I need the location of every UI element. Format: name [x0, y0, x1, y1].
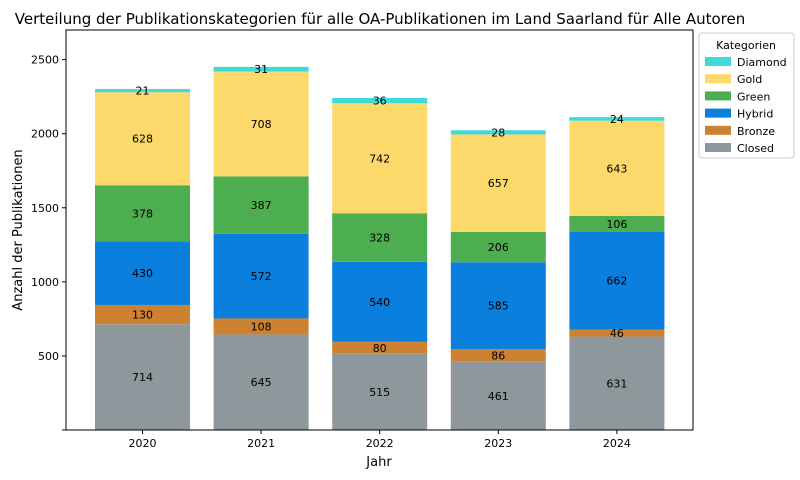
- data-label-closed-2022: 515: [369, 386, 390, 399]
- legend-title: Kategorien: [716, 39, 776, 52]
- legend-swatch-hybrid: [705, 108, 731, 118]
- data-label-green-2022: 328: [369, 232, 390, 245]
- x-axis-label: Jahr: [365, 455, 392, 470]
- data-label-bronze-2023: 86: [491, 349, 505, 362]
- x-tick-label-2022: 2022: [366, 437, 394, 450]
- bar-green-2021: [213, 176, 309, 234]
- legend: Kategorien Diamond Gold Green Hybrid Bronze C…: [698, 32, 795, 159]
- bar-closed-2023: [450, 361, 546, 430]
- data-label-diamond-2023: 28: [491, 126, 505, 139]
- bar-hybrid-2024: [569, 231, 665, 330]
- y-tick-label-1500: 1500: [31, 202, 59, 215]
- legend-swatch-bronze: [705, 125, 731, 135]
- bar-diamond-2023: [450, 130, 546, 135]
- legend-label-closed: Closed: [737, 142, 774, 155]
- legend-swatch-green: [705, 91, 731, 101]
- legend-label-hybrid: Hybrid: [737, 108, 773, 121]
- y-axis-label: Anzahl der Publikationen: [11, 149, 26, 310]
- bar-hybrid-2023: [450, 262, 546, 349]
- bar-hybrid-2021: [213, 233, 309, 319]
- data-label-bronze-2022: 80: [373, 342, 387, 355]
- bar-green-2020: [95, 185, 190, 242]
- y-tick-label-1000: 1000: [31, 276, 59, 289]
- data-label-green-2024: 106: [606, 218, 627, 231]
- bar-green-2023: [450, 231, 546, 263]
- data-label-diamond-2024: 24: [610, 113, 624, 126]
- bar-bronze-2021: [213, 318, 309, 335]
- data-label-closed-2021: 645: [251, 376, 272, 389]
- x-tick-label-2023: 2023: [484, 437, 512, 450]
- bar-gold-2024: [569, 120, 665, 216]
- data-label-green-2023: 206: [488, 241, 509, 254]
- legend-label-diamond: Diamond: [737, 56, 787, 69]
- bar-hybrid-2020: [95, 241, 190, 305]
- data-label-closed-2023: 461: [488, 390, 509, 403]
- bar-bronze-2023: [450, 348, 546, 362]
- bar-gold-2023: [450, 134, 546, 232]
- data-label-gold-2024: 643: [606, 162, 627, 175]
- data-label-green-2021: 387: [251, 199, 272, 212]
- bar-bronze-2020: [95, 304, 190, 325]
- bars-group: [95, 66, 665, 430]
- bar-gold-2021: [213, 71, 309, 177]
- data-label-bronze-2024: 46: [610, 327, 624, 340]
- bar-bronze-2024: [569, 329, 665, 337]
- x-tick-label-2024: 2024: [603, 437, 631, 450]
- data-label-diamond-2020: 21: [136, 85, 150, 98]
- x-tick-label-2021: 2021: [247, 437, 275, 450]
- bar-bronze-2022: [332, 341, 428, 354]
- data-label-diamond-2021: 31: [254, 63, 268, 76]
- y-axis: 500 1000 1500 2000 2500: [31, 54, 66, 431]
- bar-diamond-2021: [213, 66, 309, 72]
- bar-diamond-2022: [332, 98, 428, 104]
- bar-closed-2024: [569, 336, 665, 430]
- bar-green-2022: [332, 213, 428, 262]
- bar-closed-2020: [95, 324, 190, 430]
- data-label-hybrid-2024: 662: [606, 275, 627, 288]
- data-label-hybrid-2022: 540: [369, 296, 390, 309]
- x-axis: 2020 2021 2022 2023 2024: [129, 430, 631, 450]
- data-label-hybrid-2023: 585: [488, 300, 509, 313]
- legend-items: Diamond Gold Green Hybrid Bronze Closed: [705, 56, 787, 155]
- data-label-gold-2023: 657: [488, 177, 509, 190]
- legend-label-bronze: Bronze: [737, 125, 775, 138]
- data-label-gold-2022: 742: [369, 152, 390, 165]
- data-label-diamond-2022: 36: [373, 95, 387, 108]
- bar-green-2024: [569, 215, 665, 232]
- bar-hybrid-2022: [332, 261, 428, 342]
- data-label-hybrid-2021: 572: [251, 270, 272, 283]
- bar-gold-2022: [332, 103, 428, 214]
- legend-swatch-gold: [705, 74, 731, 84]
- legend-label-green: Green: [737, 90, 770, 103]
- legend-swatch-closed: [705, 143, 731, 152]
- bar-diamond-2024: [569, 117, 665, 121]
- data-label-hybrid-2020: 430: [132, 267, 153, 280]
- x-tick-label-2020: 2020: [129, 437, 157, 450]
- data-label-closed-2020: 714: [132, 371, 153, 384]
- y-tick-label-2000: 2000: [31, 128, 59, 141]
- chart-title: Verteilung der Publikationskategorien fü…: [15, 10, 745, 28]
- bar-closed-2021: [213, 334, 309, 430]
- data-label-gold-2020: 628: [132, 133, 153, 146]
- data-label-bronze-2020: 130: [132, 309, 153, 322]
- data-label-green-2020: 378: [132, 207, 153, 220]
- bar-diamond-2020: [95, 89, 190, 93]
- data-label-gold-2021: 708: [251, 118, 272, 131]
- y-tick-label-500: 500: [38, 350, 59, 363]
- bar-labels-group: 714 130 430 378 628 21 645 108 572 387 708 31 515 80 5…: [132, 63, 627, 403]
- bar-closed-2022: [332, 353, 428, 430]
- bar-gold-2020: [95, 92, 190, 186]
- y-tick-label-2500: 2500: [31, 54, 59, 67]
- legend-label-gold: Gold: [737, 73, 762, 86]
- data-label-bronze-2021: 108: [251, 320, 272, 333]
- data-label-closed-2024: 631: [606, 377, 627, 390]
- legend-swatch-diamond: [705, 57, 731, 66]
